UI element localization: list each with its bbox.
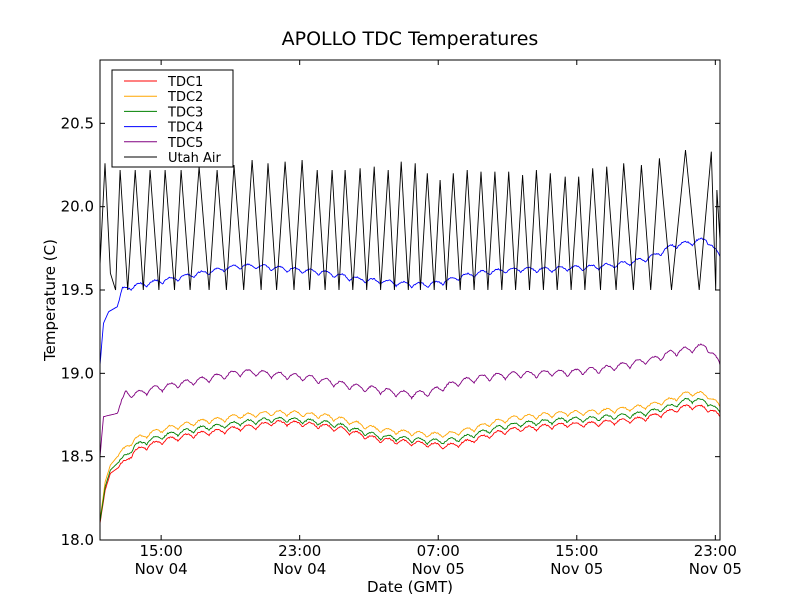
y-tick-label: 18.0: [61, 531, 94, 549]
x-tick-label: 15:00: [555, 542, 598, 560]
legend: TDC1TDC2TDC3TDC4TDC5Utah Air: [112, 70, 233, 167]
x-tick-label: 07:00: [417, 542, 460, 560]
y-axis-label: Temperature (C): [41, 239, 59, 362]
legend-label: TDC5: [167, 136, 203, 151]
y-tick-label: 18.5: [61, 448, 94, 466]
chart: APOLLO TDC Temperatures 18.0 18.5 19.0 19.5…: [0, 0, 800, 600]
x-axis-label: Date (GMT): [367, 578, 453, 596]
legend-label: TDC1: [167, 75, 203, 90]
x-tick-label: 23:00: [278, 542, 321, 560]
x-tick-sublabel: Nov 05: [689, 560, 742, 578]
y-tick-label: 19.5: [61, 281, 94, 299]
x-tick-sublabel: Nov 04: [273, 560, 326, 578]
y-tick-label: 19.0: [61, 364, 94, 382]
x-tick-label: 23:00: [694, 542, 737, 560]
x-tick-sublabel: Nov 04: [135, 560, 188, 578]
legend-label: TDC3: [167, 105, 203, 120]
x-tick-sublabel: Nov 05: [412, 560, 465, 578]
y-tick-label: 20.5: [61, 114, 94, 132]
chart-title: APOLLO TDC Temperatures: [282, 28, 539, 50]
x-tick-label: 15:00: [140, 542, 183, 560]
legend-label: TDC4: [167, 121, 203, 136]
legend-label: Utah Air: [168, 151, 221, 166]
y-tick-label: 20.0: [61, 198, 94, 216]
legend-label: TDC2: [167, 90, 203, 105]
x-tick-sublabel: Nov 05: [550, 560, 603, 578]
